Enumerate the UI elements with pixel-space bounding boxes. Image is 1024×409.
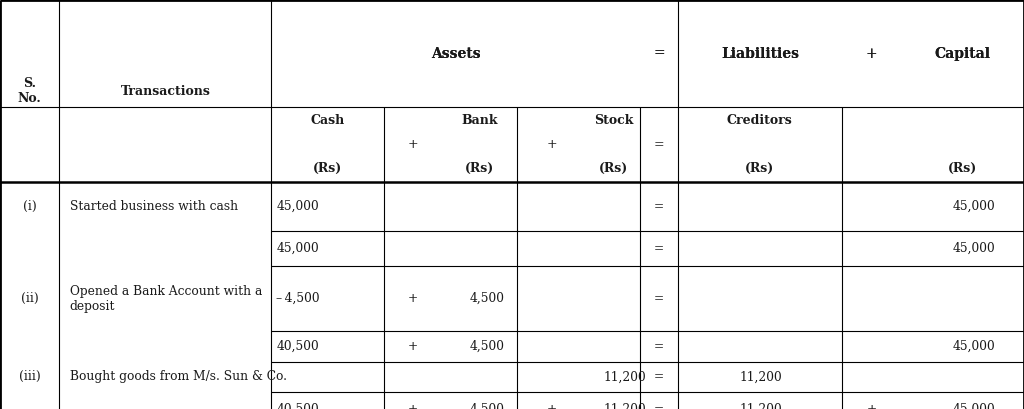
Text: 45,000: 45,000 (952, 340, 995, 353)
Text: Bought goods from M/s. Sun & Co.: Bought goods from M/s. Sun & Co. (70, 371, 287, 383)
Text: 45,000: 45,000 (952, 200, 995, 213)
Text: =: = (654, 403, 664, 409)
Text: (Rs): (Rs) (599, 162, 628, 175)
Text: (ii): (ii) (20, 292, 39, 305)
Text: =: = (654, 242, 664, 255)
Text: 4,500: 4,500 (469, 340, 505, 353)
Text: Cash: Cash (310, 114, 345, 127)
Text: Capital: Capital (935, 47, 990, 61)
Text: Bank: Bank (462, 114, 498, 127)
Text: +: + (409, 292, 418, 305)
Text: +: + (866, 403, 877, 409)
Text: +: + (409, 340, 418, 353)
Text: Assets: Assets (431, 47, 480, 61)
Text: Liabilities: Liabilities (721, 47, 799, 61)
Text: =: = (653, 47, 665, 61)
Text: (iii): (iii) (18, 371, 41, 383)
Text: Stock: Stock (594, 114, 633, 127)
Text: 4,500: 4,500 (469, 292, 505, 305)
Text: =: = (654, 200, 664, 213)
Text: +: + (547, 138, 557, 151)
Text: (Rs): (Rs) (745, 162, 774, 175)
Text: (Rs): (Rs) (313, 162, 342, 175)
Text: =: = (654, 371, 664, 383)
Text: 45,000: 45,000 (276, 200, 319, 213)
Text: Capital: Capital (935, 47, 990, 61)
Text: 40,500: 40,500 (276, 340, 319, 353)
Text: +: + (865, 47, 878, 61)
Text: =: = (654, 292, 664, 305)
Text: Creditors: Creditors (727, 114, 793, 127)
Text: Opened a Bank Account with a
deposit: Opened a Bank Account with a deposit (70, 285, 262, 312)
Text: 40,500: 40,500 (276, 403, 319, 409)
Text: Assets: Assets (431, 47, 480, 61)
Text: =: = (654, 340, 664, 353)
Text: 4,500: 4,500 (469, 403, 505, 409)
Text: 45,000: 45,000 (952, 403, 995, 409)
Text: +: + (865, 47, 878, 61)
Text: +: + (547, 403, 557, 409)
Text: Liabilities: Liabilities (721, 47, 799, 61)
Text: 11,200: 11,200 (603, 371, 646, 383)
Text: 45,000: 45,000 (276, 242, 319, 255)
Text: (i): (i) (23, 200, 37, 213)
Text: 45,000: 45,000 (952, 242, 995, 255)
Text: 11,200: 11,200 (739, 371, 782, 383)
Text: =: = (653, 47, 665, 61)
Text: (Rs): (Rs) (948, 162, 977, 175)
Text: S.
No.: S. No. (17, 77, 42, 105)
Text: (Rs): (Rs) (465, 162, 495, 175)
Text: +: + (408, 138, 419, 151)
Text: +: + (409, 403, 418, 409)
Text: =: = (653, 138, 665, 151)
Text: 11,200: 11,200 (603, 403, 646, 409)
Text: 11,200: 11,200 (739, 403, 782, 409)
Text: Transactions: Transactions (121, 85, 210, 97)
Text: Started business with cash: Started business with cash (70, 200, 238, 213)
Text: – 4,500: – 4,500 (276, 292, 321, 305)
